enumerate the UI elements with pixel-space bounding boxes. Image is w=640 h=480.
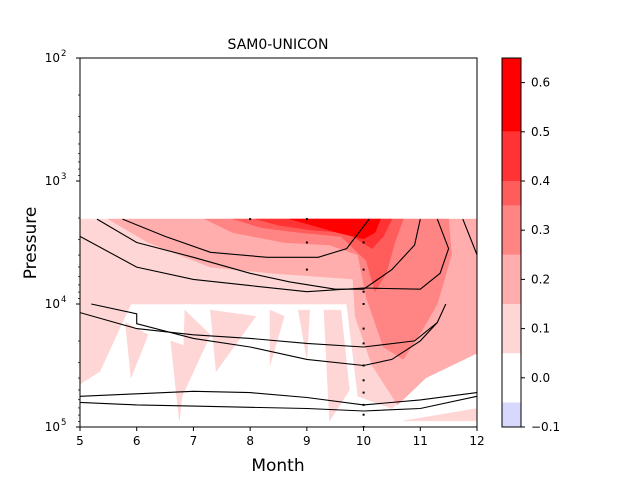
colorbar-tick-label: 0.5	[531, 125, 550, 139]
y-tick-exponent: 4	[61, 295, 66, 305]
y-axis-label: Pressure	[21, 207, 41, 280]
colorbar-tick-label: 0.1	[531, 322, 550, 336]
significance-stipple-layer	[249, 218, 365, 427]
stipple-point-1	[305, 218, 308, 221]
colorbar-tick-label: 0.4	[531, 174, 550, 188]
stipple-point-14	[362, 413, 365, 416]
contour-region-4	[170, 340, 189, 421]
contour-line-2	[122, 218, 370, 258]
colorbar-segment-2	[502, 304, 521, 354]
stipple-point-10	[362, 364, 365, 367]
contour-line-1	[80, 218, 450, 293]
colorbar-tick-label: 0.0	[531, 371, 550, 385]
colorbar: −0.1 0.0 0.1 0.2 0.3 0.4 0.5 0.6	[501, 57, 560, 434]
plot-frame	[79, 57, 478, 428]
y-tick-label: 10	[45, 420, 60, 434]
y-tick-exponent: 3	[61, 172, 66, 182]
stipple-point-0	[249, 218, 252, 221]
stipple-point-8	[362, 327, 365, 330]
y-tick-exponent: 5	[61, 418, 66, 428]
contour-line-7	[80, 395, 477, 412]
x-tick-label: 12	[469, 434, 484, 448]
contour-line-3	[462, 218, 477, 256]
contour-region-5	[210, 309, 257, 373]
chart-title: SAM0-UNICON	[228, 37, 329, 53]
x-tick-label: 7	[190, 434, 198, 448]
colorbar-segment-3	[502, 254, 521, 304]
y-tick-label: 10	[45, 51, 60, 65]
stipple-point-3	[305, 268, 308, 271]
x-tick-label: 9	[303, 434, 311, 448]
x-tick-label: 10	[356, 434, 371, 448]
x-tick-label: 6	[133, 434, 141, 448]
colorbar-segment-1	[502, 353, 521, 403]
stipple-point-11	[362, 379, 365, 382]
contour-region-1	[80, 303, 132, 385]
x-tick-label: 11	[413, 434, 428, 448]
stipple-point-6	[362, 290, 365, 293]
contour-line-0	[96, 218, 421, 290]
colorbar-tick-label: 0.6	[531, 76, 550, 90]
colorbar-frame	[501, 57, 522, 428]
stipple-point-2	[305, 241, 308, 244]
colorbar-tick-label: 0.3	[531, 223, 550, 237]
contour-line-4	[80, 303, 447, 348]
colorbar-segment-6	[502, 131, 521, 181]
plot-area	[79, 57, 478, 428]
colorbar-segment-5	[502, 181, 521, 206]
colorbar-segment-7	[502, 58, 521, 132]
stipple-point-7	[362, 303, 365, 305]
stipple-point-9	[362, 342, 365, 345]
x-tick-label: 5	[76, 434, 84, 448]
y-tick-label: 10	[45, 297, 60, 311]
x-axis-label: Month	[251, 456, 304, 476]
colorbar-tick-label: 0.2	[531, 272, 550, 286]
x-tick-label: 8	[246, 434, 254, 448]
contour-line-layer	[80, 218, 477, 412]
stipple-point-12	[362, 391, 365, 394]
stipple-point-13	[362, 403, 365, 406]
colorbar-segment-4	[502, 205, 521, 255]
contour-line-6	[80, 390, 477, 406]
y-tick-label: 10	[45, 174, 60, 188]
stipple-point-4	[362, 241, 365, 244]
contour-region-7	[298, 309, 310, 360]
contour-region-8	[323, 309, 350, 422]
stipple-point-5	[362, 268, 365, 271]
y-tick-exponent: 2	[61, 49, 66, 59]
contour-line-5	[91, 303, 438, 367]
contour-region-10	[403, 408, 477, 422]
colorbar-segment-0	[502, 402, 521, 427]
x-axis: 5 6 7 8 9 10 11 12	[76, 427, 485, 448]
colorbar-tick-label: −0.1	[531, 420, 560, 434]
contour-fill-layer	[80, 218, 477, 422]
